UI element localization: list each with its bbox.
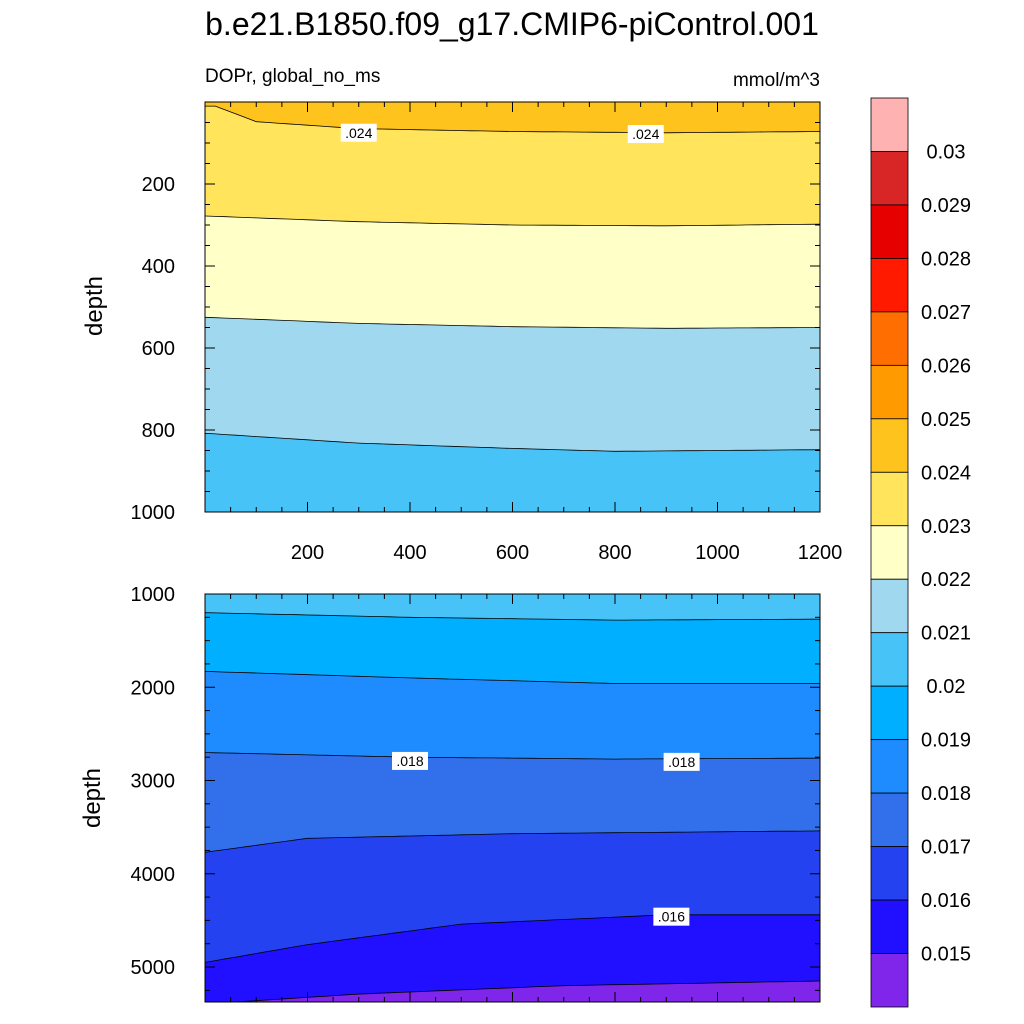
contour-label-box (392, 751, 428, 770)
colorbar-label: 0.022 (921, 569, 971, 591)
contour-band-lower-2 (205, 671, 820, 760)
y-tick-label: 3000 (131, 771, 176, 793)
contour-band-lower-1 (205, 612, 820, 684)
colorbar-label: 0.023 (921, 516, 971, 538)
x-tick-label: 800 (598, 542, 631, 564)
colorbar-label: 0.024 (921, 462, 971, 484)
colorbar-label: 0.029 (921, 195, 971, 217)
contour-band-lower-0 (205, 594, 820, 621)
colorbar-label: 0.02 (927, 676, 966, 698)
contour-label-box (653, 907, 690, 926)
y-tick-label: 1000 (131, 584, 176, 606)
x-tick-label: 400 (393, 542, 426, 564)
colorbar-swatch (870, 899, 909, 954)
upper-panel: DOPr, global_no_ms mmol/m^3 depth .024 .0… (81, 66, 842, 564)
colorbar: 0.03 0.029 0.028 0.027 0.026 0.025 0.024 0.023 0… (870, 97, 971, 1008)
colorbar-label: 0.017 (921, 837, 971, 859)
contour-label-upper-0-0: .024 (345, 125, 372, 141)
contour-line-lower-1 (205, 671, 820, 684)
contour-line-lower-0 (205, 612, 820, 621)
colorbar-label: 0.028 (921, 248, 971, 270)
colorbar-label: 0.026 (921, 355, 971, 377)
colorbar-label: 0.03 (927, 141, 966, 163)
colorbar-swatch (870, 151, 909, 206)
colorbar-swatch (870, 258, 909, 313)
contour-line-upper-1 (205, 215, 820, 227)
y-tick-label: 400 (142, 256, 175, 278)
contour-band-lower-4 (205, 830, 820, 963)
contour-label-lower-2-0: .018 (396, 753, 423, 769)
contour-label-lower-2-1: .018 (668, 754, 695, 770)
colorbar-swatch (870, 685, 909, 741)
colorbar-swatch (870, 97, 909, 152)
contour-band-lower-6 (205, 981, 820, 1002)
colorbar-swatch (870, 578, 909, 634)
variable-label: DOPr, global_no_ms (205, 66, 380, 87)
colorbar-label: 0.021 (921, 623, 971, 645)
colorbar-swatch (870, 471, 909, 527)
y-tick-label: 5000 (131, 957, 176, 979)
contour-line-upper-3 (205, 432, 820, 452)
lower-y-axis-title: depth (79, 768, 106, 828)
colorbar-swatch (870, 525, 909, 580)
y-tick-label: 600 (142, 338, 175, 360)
colorbar-label: 0.027 (921, 302, 971, 324)
contour-band-lower-5 (205, 914, 820, 1002)
x-tick-label: 200 (291, 542, 324, 564)
colorbar-label: 0.015 (921, 944, 971, 966)
contour-band-upper-3 (205, 317, 820, 452)
units-label: mmol/m^3 (733, 70, 820, 91)
y-tick-label: 2000 (131, 677, 176, 699)
colorbar-swatch (870, 311, 909, 366)
colorbar-swatch (870, 632, 909, 687)
colorbar-swatch (870, 792, 909, 847)
colorbar-label: 0.018 (921, 783, 971, 805)
plot-area-upper (205, 102, 820, 512)
contour-label-box (627, 124, 664, 143)
colorbar-label: 0.025 (921, 409, 971, 431)
colorbar-swatch (870, 953, 909, 1008)
contour-line-lower-3 (205, 830, 820, 853)
y-tick-label: 4000 (131, 864, 176, 886)
upper-y-axis-title: depth (81, 276, 108, 336)
y-tick-label: 1000 (131, 502, 176, 524)
contour-label-upper-0-1: .024 (632, 126, 659, 142)
contour-band-lower-3 (205, 752, 820, 853)
x-tick-label: 1200 (798, 542, 843, 564)
colorbar-swatch (870, 418, 909, 473)
colorbar-label: 0.019 (921, 730, 971, 752)
contour-label-box (340, 123, 377, 142)
x-tick-label: 1000 (695, 542, 740, 564)
colorbar-swatch (870, 204, 909, 259)
chart-title: b.e21.B1850.f09_g17.CMIP6-piControl.001 (205, 6, 819, 42)
lower-panel: depth .018 .018 .016 1000 2000 3000 4000 5000 (79, 584, 821, 1003)
colorbar-label: 0.016 (921, 890, 971, 912)
x-tick-label: 600 (496, 542, 529, 564)
contour-band-upper-4 (205, 433, 820, 512)
contour-label-box (663, 752, 700, 771)
contour-line-upper-2 (205, 316, 820, 329)
contour-line-lower-4 (205, 914, 820, 963)
y-tick-label: 200 (142, 174, 175, 196)
colorbar-swatch (870, 739, 909, 794)
contour-line-upper-0 (205, 105, 820, 134)
colorbar-swatch (870, 364, 909, 420)
colorbar-swatch (870, 846, 909, 901)
y-tick-label: 800 (142, 420, 175, 442)
contour-band-upper-2 (205, 216, 820, 329)
contour-label-lower-4-0: .016 (658, 909, 685, 925)
contour-line-lower-2 (205, 752, 820, 760)
plot-area-lower (205, 594, 820, 1002)
